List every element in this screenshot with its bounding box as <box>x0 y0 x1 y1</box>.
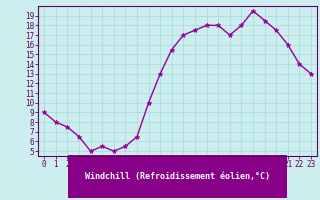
X-axis label: Windchill (Refroidissement éolien,°C): Windchill (Refroidissement éolien,°C) <box>85 172 270 181</box>
